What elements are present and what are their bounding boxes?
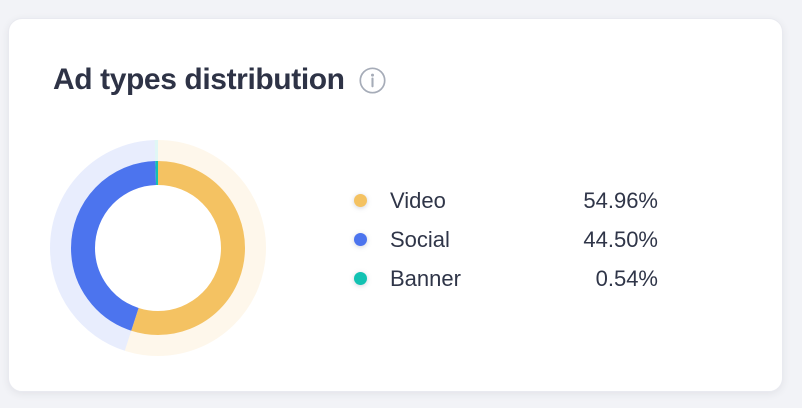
legend-row-social[interactable]: Social 44.50%: [354, 220, 658, 259]
info-icon[interactable]: [359, 66, 386, 94]
card-title: Ad types distribution: [53, 63, 345, 96]
legend-value: 54.96%: [583, 187, 658, 213]
chart-legend: Video 54.96% Social 44.50% Banner 0.54%: [354, 181, 658, 298]
donut-chart[interactable]: [38, 128, 278, 368]
legend-dot-banner: [354, 272, 367, 285]
legend-dot-video: [354, 194, 367, 207]
card-header: Ad types distribution: [53, 63, 386, 97]
donut-segment-banner[interactable]: [71, 161, 245, 335]
legend-dot-social: [354, 233, 367, 246]
legend-label: Video: [390, 187, 446, 213]
legend-label: Banner: [390, 265, 461, 291]
donut-halo-social: [50, 140, 266, 356]
donut-halo-banner: [50, 140, 266, 356]
legend-row-banner[interactable]: Banner 0.54%: [354, 259, 658, 298]
ad-types-distribution-card: Ad types distribution Video 54.96% Social 4…: [8, 18, 783, 392]
donut-halo-video: [50, 140, 266, 356]
donut-segment-social[interactable]: [71, 161, 245, 335]
legend-value: 0.54%: [595, 265, 658, 291]
legend-row-video[interactable]: Video 54.96%: [354, 181, 658, 220]
legend-label: Social: [390, 226, 450, 252]
legend-value: 44.50%: [583, 226, 658, 252]
